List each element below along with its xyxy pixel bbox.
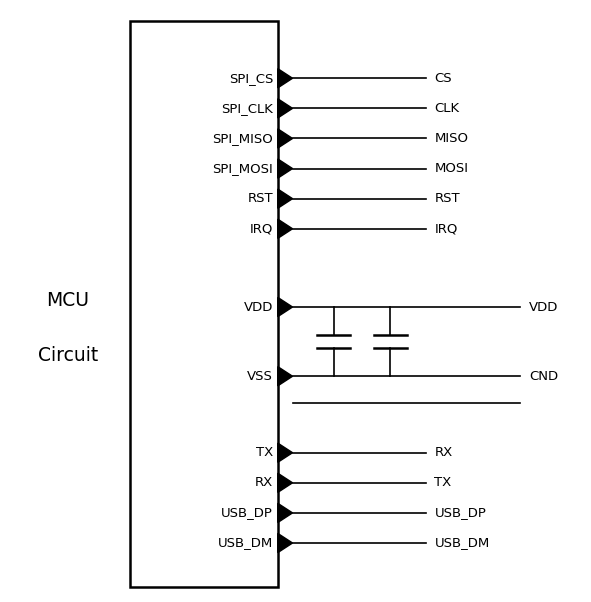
- Text: RX: RX: [434, 446, 453, 459]
- Polygon shape: [278, 367, 293, 386]
- Text: Circuit: Circuit: [38, 346, 98, 365]
- Polygon shape: [278, 297, 293, 317]
- Text: TX: TX: [434, 476, 452, 489]
- Text: SPI_CLK: SPI_CLK: [221, 102, 273, 115]
- Text: MISO: MISO: [434, 132, 469, 145]
- Polygon shape: [278, 219, 293, 238]
- Text: CS: CS: [434, 72, 452, 85]
- Polygon shape: [278, 443, 293, 462]
- Text: TX: TX: [256, 446, 273, 459]
- Polygon shape: [278, 129, 293, 148]
- Polygon shape: [278, 99, 293, 118]
- Polygon shape: [278, 189, 293, 208]
- Text: USB_DM: USB_DM: [218, 536, 273, 550]
- Text: USB_DM: USB_DM: [434, 536, 489, 550]
- Polygon shape: [278, 159, 293, 178]
- Text: IRQ: IRQ: [249, 222, 273, 235]
- Text: VDD: VDD: [529, 300, 558, 314]
- Text: IRQ: IRQ: [434, 222, 458, 235]
- Polygon shape: [278, 533, 293, 553]
- Text: RX: RX: [255, 476, 273, 489]
- Text: USB_DP: USB_DP: [434, 506, 486, 520]
- Text: SPI_MOSI: SPI_MOSI: [212, 162, 273, 175]
- Text: VDD: VDD: [243, 300, 273, 314]
- Polygon shape: [278, 503, 293, 523]
- Polygon shape: [278, 69, 293, 88]
- Text: RST: RST: [434, 192, 460, 205]
- Text: MOSI: MOSI: [434, 162, 469, 175]
- Text: RST: RST: [248, 192, 273, 205]
- Text: SPI_MISO: SPI_MISO: [212, 132, 273, 145]
- Text: CLK: CLK: [434, 102, 460, 115]
- Text: MCU: MCU: [47, 291, 89, 311]
- Polygon shape: [278, 473, 293, 492]
- Text: CND: CND: [529, 370, 558, 383]
- Text: SPI_CS: SPI_CS: [229, 72, 273, 85]
- Text: VSS: VSS: [247, 370, 273, 383]
- Bar: [130, 21, 278, 587]
- Text: USB_DP: USB_DP: [221, 506, 273, 520]
